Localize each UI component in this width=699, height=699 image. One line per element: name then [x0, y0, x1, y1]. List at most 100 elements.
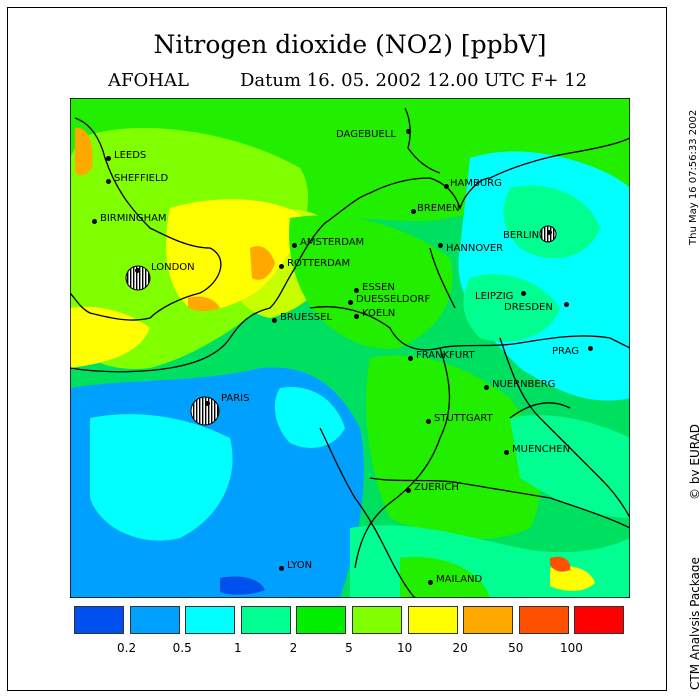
city-label: ROTTERDAM [287, 258, 351, 269]
city-marker [278, 263, 284, 269]
city-marker [546, 229, 552, 235]
city-label: HANNOVER [446, 243, 504, 254]
city-marker [271, 317, 277, 323]
forecast-datum: Datum 16. 05. 2002 12.00 UTC F+ 12 [240, 70, 588, 91]
city-label: NUERNBERG [492, 379, 556, 390]
legend-swatch [574, 606, 625, 634]
city-marker [134, 267, 140, 273]
legend-tick-label: 100 [559, 641, 583, 655]
alps-border [369, 477, 630, 529]
city-label: DRESDEN [504, 302, 553, 313]
belgian-german-border [309, 306, 630, 351]
danish-coast [404, 107, 441, 174]
city-marker [347, 299, 353, 305]
field-orange-2 [188, 296, 220, 311]
model-name: AFOHAL [108, 70, 189, 91]
city-marker [443, 183, 449, 189]
city-label: ESSEN [362, 282, 395, 293]
city-label: HAMBURG [450, 178, 502, 189]
legend-tick-label: 0.2 [117, 641, 137, 655]
city-marker [427, 579, 433, 585]
city-marker [407, 355, 413, 361]
city-label: MAILAND [436, 574, 483, 585]
city-label: PRAG [552, 346, 579, 357]
field-spring-bavaria [510, 415, 630, 518]
field-yellow-po [550, 566, 595, 591]
city-marker [278, 565, 284, 571]
city-label: LEEDS [114, 150, 147, 161]
field-cyan-paris-east [274, 387, 345, 448]
field-yellow-west [70, 306, 150, 368]
french-coast [70, 192, 371, 373]
city-marker [105, 178, 111, 184]
city-label: ZUERICH [414, 482, 459, 493]
field-green-milan [400, 557, 490, 598]
city-label: LONDON [151, 262, 195, 273]
city-marker [204, 400, 210, 406]
field-yellow-london [166, 199, 305, 310]
side-credit-text: by EURAD [688, 423, 699, 485]
field-red-po [550, 556, 571, 572]
city-marker [425, 418, 431, 424]
legend-swatch [518, 606, 569, 634]
baltic-coast [489, 137, 630, 179]
legend-tick-label: 1 [233, 641, 242, 655]
city-label: DUESSELDORF [356, 294, 431, 305]
city-marker [410, 208, 416, 214]
city-label: PARIS [221, 393, 250, 404]
legend-swatch [74, 606, 124, 634]
city-marker [353, 287, 359, 293]
ruhr-inner [429, 247, 456, 309]
field-spring-berlin [503, 185, 600, 259]
side-credit: © by EURAD [688, 424, 699, 500]
legend-swatch [296, 606, 347, 634]
legend-tick-label: 0.5 [172, 641, 192, 655]
city-label: BREMEN [417, 203, 460, 214]
city-marker [91, 218, 97, 224]
city-label: MUENCHEN [512, 444, 571, 455]
city-label: SHEFFIELD [114, 173, 169, 184]
city-marker [503, 449, 509, 455]
city-label: BIRMINGHAM [100, 213, 167, 224]
city-marker [563, 301, 569, 307]
legend-swatch [463, 606, 514, 634]
city-marker [437, 242, 443, 248]
hatch-london [125, 265, 151, 291]
city-label: KOELN [362, 308, 396, 319]
city-label: BRUESSEL [280, 312, 333, 323]
legend-swatch [129, 606, 180, 634]
map-title: Nitrogen dioxide (NO2) [ppbV] [153, 30, 547, 59]
city-label: AMSTERDAM [300, 237, 365, 248]
legend-tick-label: 50 [508, 641, 524, 655]
bavaria-inner [509, 402, 571, 419]
coastlines-and-borders [70, 107, 630, 598]
city-marker [405, 128, 411, 134]
city-label: LEIPZIG [475, 291, 514, 302]
hatch-paris [190, 396, 220, 426]
side-package: CTM Analysis Package [688, 557, 699, 690]
legend-tick-label: 10 [396, 641, 413, 655]
field-green-ruhr [289, 215, 453, 349]
city-marker [105, 155, 111, 161]
city-label: LYON [287, 560, 313, 571]
legend-tick-label: 20 [452, 641, 468, 655]
legend-tick-label: 5 [345, 641, 353, 655]
field-cyan-france [90, 414, 233, 541]
city-marker [353, 313, 359, 319]
legend-swatch [352, 606, 402, 634]
rhine-border [354, 347, 451, 569]
city-label: DAGEBUELL [336, 129, 396, 140]
german-coast [369, 177, 491, 211]
legend-tick-label: 2 [289, 641, 298, 655]
city-marker [483, 384, 489, 390]
city-label: BERLIN [503, 230, 540, 241]
legend-swatch [240, 606, 291, 634]
concentration-map [70, 98, 630, 598]
side-timestamp: Thu May 16 07:56:33 2002 [688, 109, 699, 245]
uk-coast [70, 117, 222, 321]
field-orange-1 [250, 246, 275, 280]
field-green-south [366, 355, 541, 539]
czech-border [499, 337, 630, 519]
city-label: STUTTGART [434, 413, 493, 424]
city-marker [291, 242, 297, 248]
